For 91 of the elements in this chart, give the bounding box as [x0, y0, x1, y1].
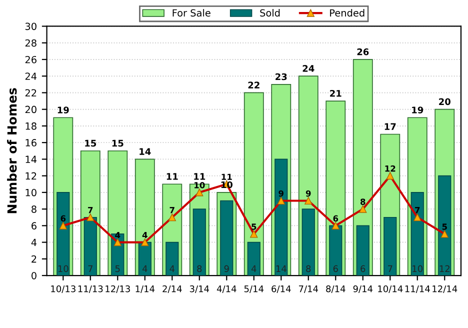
y-tick-label: 24: [25, 72, 37, 80]
x-tick-label: 10/14: [378, 285, 403, 293]
y-tick-label: 10: [26, 188, 36, 196]
data-label: 10: [221, 181, 232, 188]
x-tick-label: 9/14: [353, 285, 373, 293]
data-label: 6: [60, 215, 66, 222]
x-tick-label: 5/14: [244, 286, 264, 293]
x-tick-label: 8/14: [326, 285, 346, 293]
bar: [247, 242, 260, 276]
data-label: 9: [278, 190, 284, 197]
x-tick-label: 12/14: [432, 285, 458, 293]
data-label: 6: [333, 215, 338, 222]
data-label: 20: [439, 98, 450, 106]
data-label: 22: [248, 82, 260, 88]
y-tick-label: 12: [26, 172, 36, 180]
y-tick-label: 18: [26, 122, 36, 130]
data-label: 7: [88, 265, 92, 272]
x-tick-label: 1/14: [136, 286, 155, 293]
bar: [166, 242, 179, 276]
data-label: 7: [415, 207, 420, 214]
data-label: 11: [194, 173, 206, 180]
x-tick-label: 4/14: [216, 286, 236, 293]
y-tick-label: 26: [25, 56, 36, 64]
data-label: 8: [197, 265, 202, 272]
data-label: 9: [224, 265, 229, 272]
data-label: 5: [442, 224, 447, 230]
x-tick-label: 6/14: [272, 285, 291, 293]
data-label: 26: [357, 48, 369, 56]
data-label: 5: [252, 224, 256, 230]
x-tick-label: 11/13: [78, 285, 103, 293]
x-tick-label: 10/13: [51, 285, 76, 293]
y-tick-label: 20: [25, 106, 36, 114]
y-axis-title: Number of Homes: [7, 88, 17, 214]
bar: [384, 216, 397, 276]
data-label: 7: [170, 207, 174, 214]
data-label: 11: [166, 173, 178, 180]
data-label: 4: [170, 265, 175, 272]
legend-label: Pended: [330, 9, 364, 17]
y-tick-label: 2: [32, 255, 36, 263]
bar: [84, 216, 97, 276]
legend-label: Sold: [260, 9, 280, 17]
data-label: 4: [142, 265, 148, 272]
data-label: 4: [142, 232, 148, 238]
data-label: 4: [251, 265, 256, 272]
data-label: 6: [333, 265, 338, 272]
data-label: 8: [360, 198, 366, 205]
x-tick-label: 11/14: [405, 286, 430, 293]
bar: [410, 192, 424, 276]
data-label: 15: [85, 140, 96, 147]
data-label: 12: [440, 265, 450, 272]
y-tick-label: 22: [25, 89, 36, 96]
data-label: 15: [112, 140, 124, 147]
data-label: 9: [306, 190, 311, 197]
bar: [192, 208, 206, 276]
data-label: 17: [384, 123, 396, 130]
data-label: 14: [276, 265, 286, 272]
bar: [302, 208, 315, 276]
y-tick-label: 28: [25, 39, 36, 47]
data-label: 19: [412, 106, 424, 114]
legend-label: For Sale: [172, 9, 210, 17]
data-label: 6: [360, 265, 366, 272]
bar: [438, 175, 452, 276]
x-tick-label: 12/13: [106, 285, 130, 293]
data-label: 24: [302, 65, 314, 72]
bar: [329, 225, 342, 276]
y-tick-label: 6: [32, 222, 36, 230]
data-label: 23: [276, 73, 287, 80]
data-label: 5: [115, 265, 120, 272]
bar: [274, 158, 288, 276]
y-tick-label: 4: [31, 238, 37, 246]
x-tick-label: 3/14: [190, 285, 210, 293]
y-tick-label: 8: [32, 206, 36, 213]
data-label: 8: [306, 265, 311, 272]
data-label: 4: [115, 232, 120, 238]
x-tick-label: 7/14: [298, 286, 318, 293]
data-label: 11: [222, 174, 232, 180]
data-label: 12: [385, 165, 396, 172]
y-tick-label: 0: [32, 272, 36, 280]
data-label: 21: [330, 90, 342, 97]
data-label: 19: [58, 106, 69, 114]
data-label: 10: [412, 265, 423, 272]
y-tick-label: 30: [25, 22, 36, 30]
y-tick-label: 16: [26, 139, 36, 146]
bar: [356, 225, 370, 276]
data-label: 14: [140, 148, 151, 155]
data-label: 7: [388, 265, 392, 272]
x-tick-label: 2/14: [162, 285, 182, 293]
data-label: 10: [58, 265, 68, 272]
y-tick-label: 14: [26, 156, 37, 163]
bar: [56, 192, 70, 276]
data-label: 7: [88, 207, 93, 214]
